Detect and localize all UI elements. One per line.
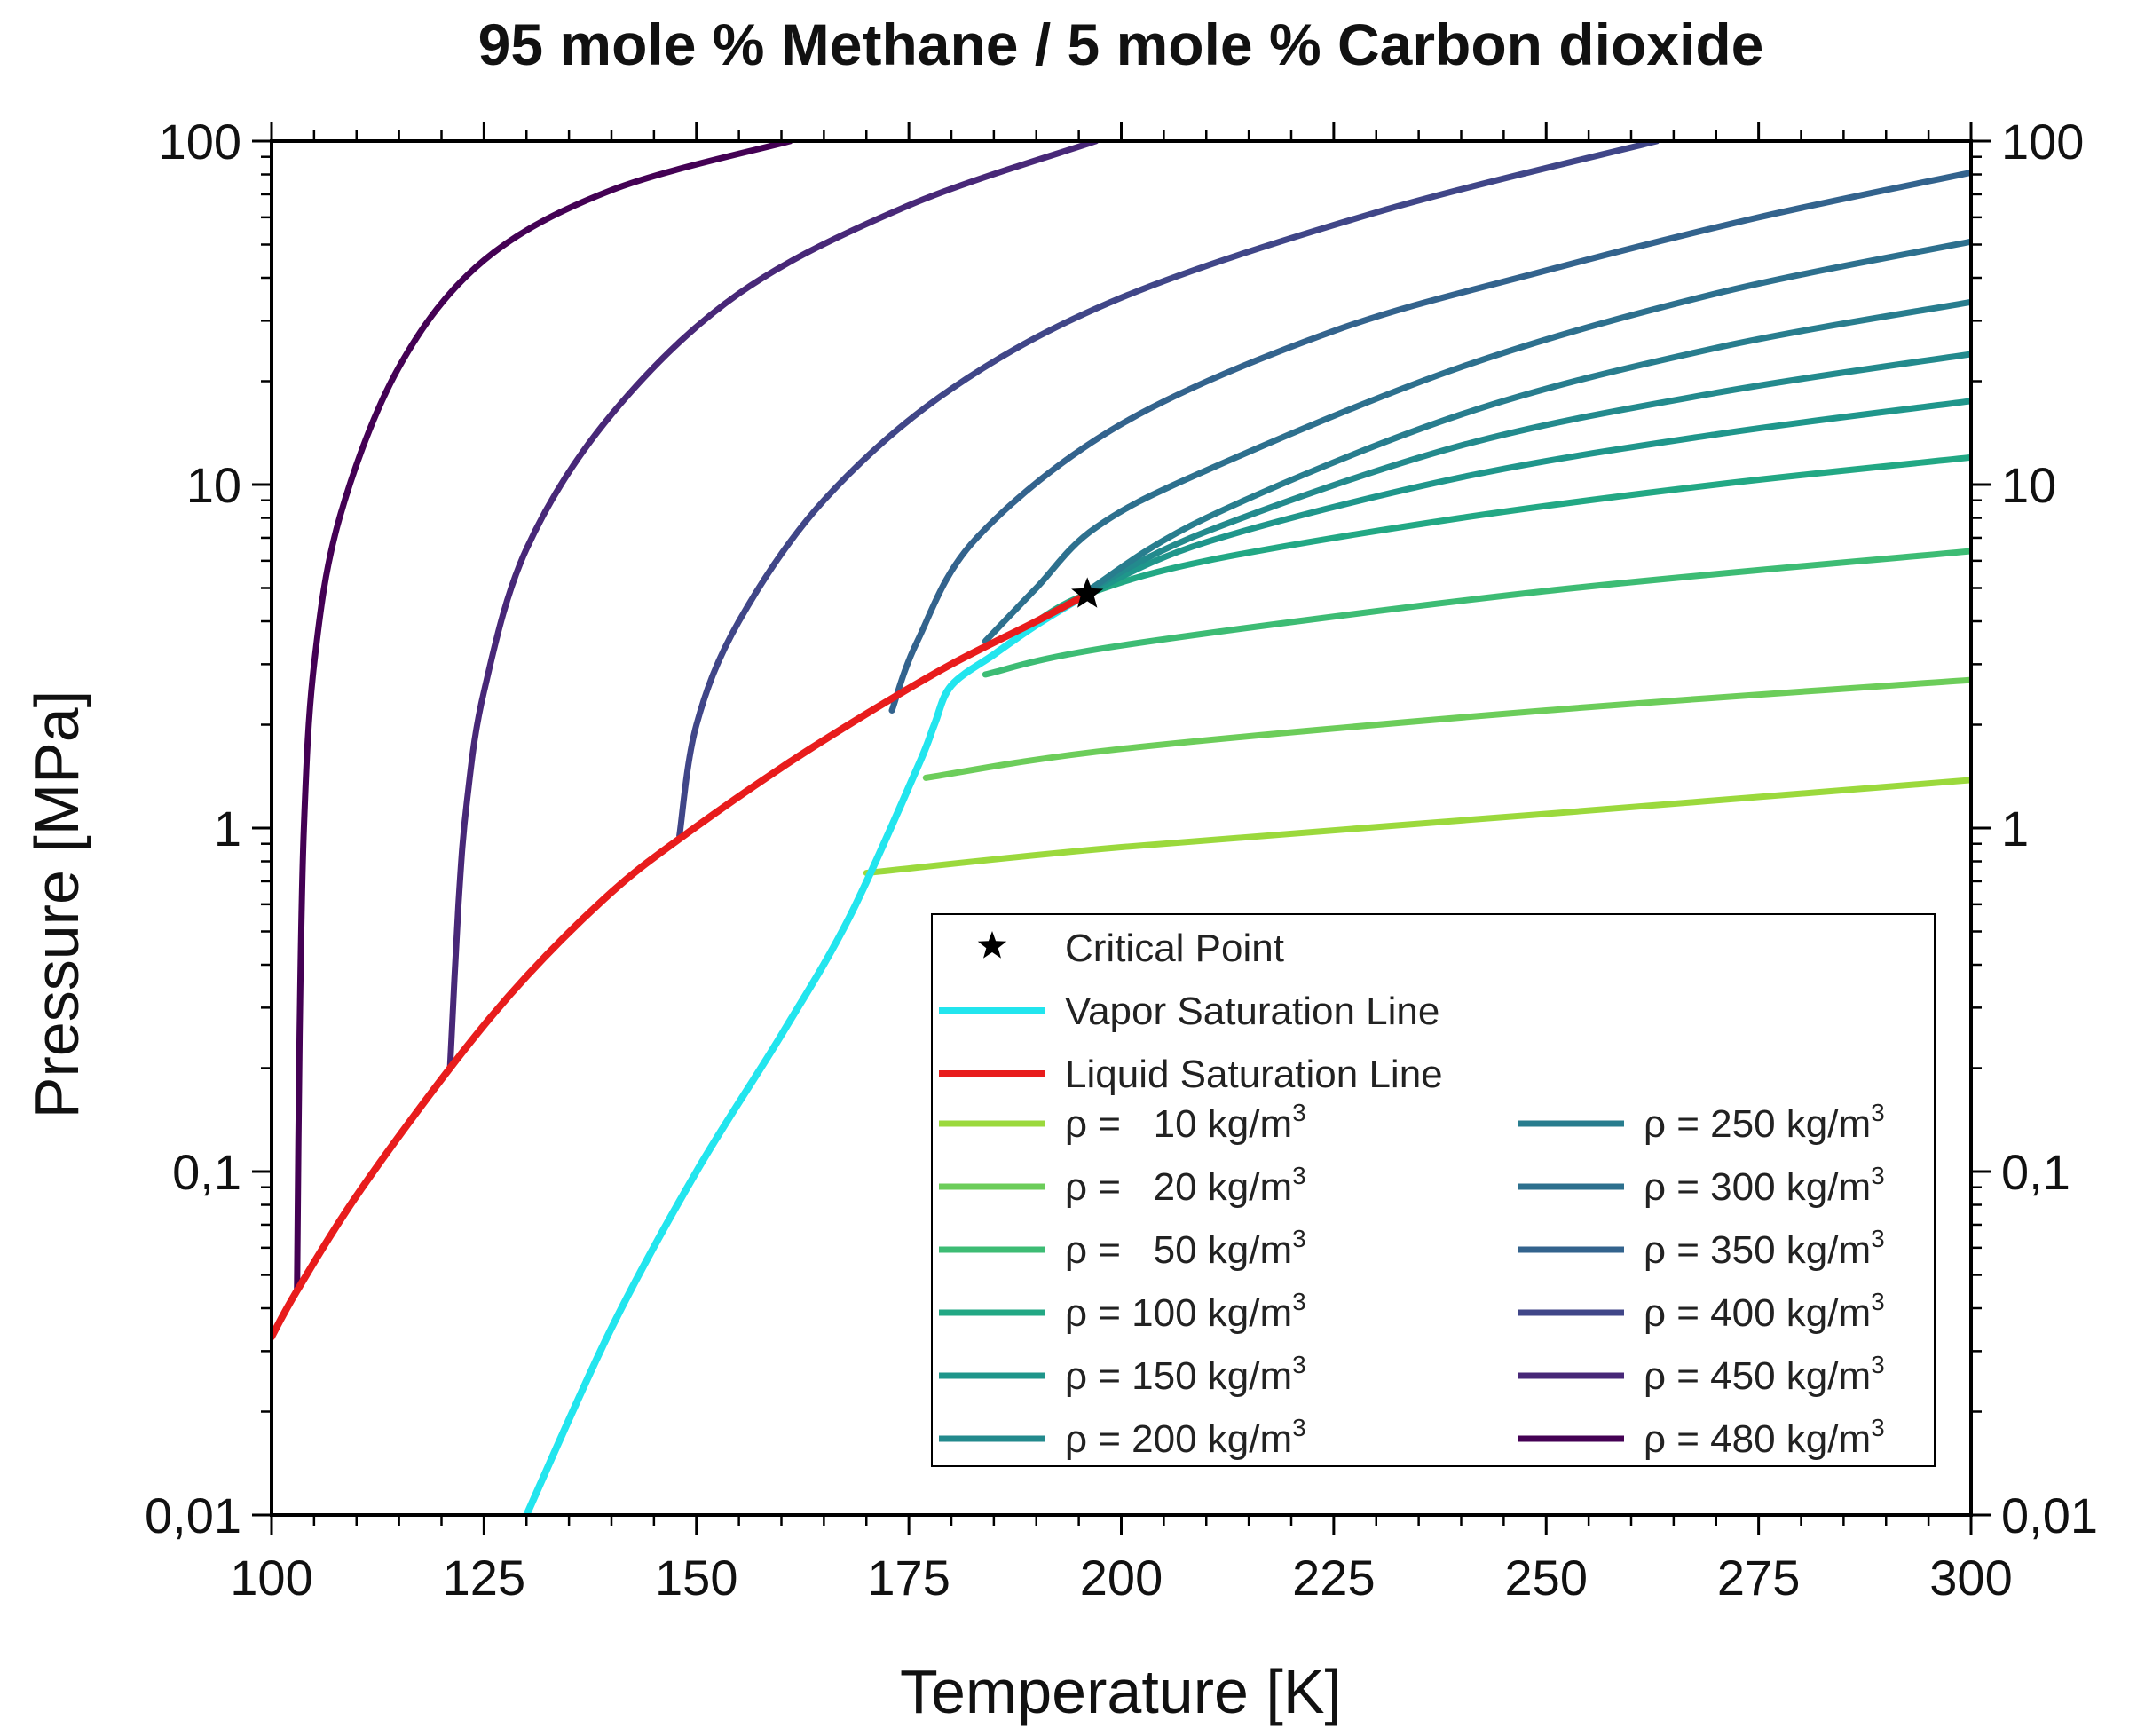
plot-area — [272, 141, 1971, 1515]
y-tick-label-left: 100 — [159, 114, 241, 170]
legend-label-series-10: ρ = 450 kg/m3 — [1644, 1351, 1885, 1398]
legend-label-series-9: ρ = 400 kg/m3 — [1644, 1288, 1885, 1335]
legend-label-superscript: 3 — [1292, 1162, 1306, 1189]
legend-label-text: ρ = 150 kg/m — [1065, 1354, 1292, 1398]
isochore-line-9 — [676, 141, 1660, 840]
plot-frame — [270, 139, 1973, 1517]
y-axis-label: Pressure [MPa] — [22, 690, 91, 1118]
legend-box — [931, 913, 1936, 1467]
isochore-line-6 — [1084, 298, 1971, 595]
legend-label-text: ρ = 50 kg/m — [1065, 1228, 1292, 1272]
legend-label-superscript: 3 — [1871, 1162, 1885, 1189]
y-tick-label-left: 0,1 — [172, 1144, 241, 1200]
legend-label-text: ρ = 200 kg/m — [1065, 1417, 1292, 1461]
legend-label-vapor: Vapor Saturation Line — [1065, 990, 1439, 1033]
ticks-layer: 100 125 150 175 200 225 250 275 300 0,01 0,01 0,1 0,… — [145, 114, 2098, 1606]
legend-label-text: ρ = 400 kg/m — [1644, 1291, 1871, 1335]
legend-label-text: ρ = 20 kg/m — [1065, 1165, 1292, 1209]
legend-label-superscript: 3 — [1292, 1351, 1306, 1378]
legend-label-series-0: ρ = 10 kg/m3 — [1065, 1099, 1306, 1146]
legend: Critical Point Vapor Saturation Line Liqui… — [931, 913, 1936, 1467]
isochore-line-4 — [1084, 398, 1971, 597]
legend-label-text: ρ = 100 kg/m — [1065, 1291, 1292, 1335]
plot-series-group — [272, 141, 1971, 1515]
liquid-saturation-line — [272, 590, 1092, 1341]
legend-label-text: ρ = 480 kg/m — [1644, 1417, 1871, 1461]
legend-label-liquid: Liquid Saturation Line — [1065, 1053, 1443, 1096]
isochore-line-1 — [922, 676, 1971, 781]
legend-label-text: ρ = 450 kg/m — [1644, 1354, 1871, 1398]
legend-critical-point-marker — [977, 931, 1007, 959]
legend-label-superscript: 3 — [1871, 1225, 1885, 1252]
chart-title: 95 mole % Methane / 5 mole % Carbon diox… — [478, 12, 1764, 77]
legend-label-superscript: 3 — [1871, 1099, 1885, 1126]
isochore-line-11 — [294, 141, 793, 1294]
x-tick-label: 125 — [443, 1550, 525, 1606]
legend-label-text: ρ = 10 kg/m — [1065, 1102, 1292, 1146]
legend-label-superscript: 3 — [1292, 1288, 1306, 1315]
legend-label-text: ρ = 300 kg/m — [1644, 1165, 1871, 1209]
y-tick-label-right: 0,01 — [2001, 1487, 2098, 1543]
y-tick-label-left: 10 — [186, 457, 241, 513]
x-tick-label: 250 — [1505, 1550, 1588, 1606]
legend-label-superscript: 3 — [1292, 1099, 1306, 1126]
isochore-line-2 — [982, 548, 1971, 678]
vapor-saturation-line — [523, 590, 1092, 1515]
isochore-line-7 — [982, 238, 1971, 644]
legend-label-series-7: ρ = 300 kg/m3 — [1644, 1162, 1885, 1209]
critical-point-marker — [1071, 577, 1104, 608]
y-tick-label-right: 1 — [2001, 801, 2029, 856]
legend-label-series-8: ρ = 350 kg/m3 — [1644, 1225, 1885, 1272]
y-tick-label-left: 1 — [214, 801, 241, 856]
legend-label-series-1: ρ = 20 kg/m3 — [1065, 1162, 1306, 1209]
legend-label-superscript: 3 — [1292, 1225, 1306, 1252]
isochore-line-5 — [1084, 351, 1971, 595]
legend-label-series-4: ρ = 150 kg/m3 — [1065, 1351, 1306, 1398]
y-tick-label-right: 100 — [2001, 114, 2084, 170]
x-axis-label: Temperature [K] — [900, 1657, 1342, 1726]
legend-label-text: ρ = 350 kg/m — [1644, 1228, 1871, 1272]
y-tick-label-right: 10 — [2001, 457, 2056, 513]
legend-label-superscript: 3 — [1292, 1414, 1306, 1441]
x-tick-label: 300 — [1929, 1550, 2012, 1606]
legend-label-text: ρ = 250 kg/m — [1644, 1102, 1871, 1146]
x-tick-label: 200 — [1080, 1550, 1163, 1606]
legend-label-series-11: ρ = 480 kg/m3 — [1644, 1414, 1885, 1461]
y-tick-label-left: 0,01 — [145, 1487, 241, 1543]
legend-label-series-5: ρ = 200 kg/m3 — [1065, 1414, 1306, 1461]
legend-critical-point-label: Critical Point — [1065, 927, 1284, 970]
y-tick-label-right: 0,1 — [2001, 1144, 2070, 1200]
isochore-line-0 — [863, 777, 1971, 877]
legend-label-superscript: 3 — [1871, 1288, 1885, 1315]
legend-label-superscript: 3 — [1871, 1414, 1885, 1441]
x-tick-label: 225 — [1292, 1550, 1375, 1606]
legend-label-superscript: 3 — [1871, 1351, 1885, 1378]
legend-label-series-2: ρ = 50 kg/m3 — [1065, 1225, 1306, 1272]
x-tick-label: 175 — [867, 1550, 950, 1606]
legend-label-series-3: ρ = 100 kg/m3 — [1065, 1288, 1306, 1335]
isochore-line-10 — [446, 141, 1100, 1071]
isochore-line-8 — [888, 169, 1971, 714]
x-tick-label: 100 — [230, 1550, 312, 1606]
x-tick-label: 150 — [655, 1550, 737, 1606]
legend-label-series-6: ρ = 250 kg/m3 — [1644, 1099, 1885, 1146]
x-tick-label: 275 — [1717, 1550, 1800, 1606]
